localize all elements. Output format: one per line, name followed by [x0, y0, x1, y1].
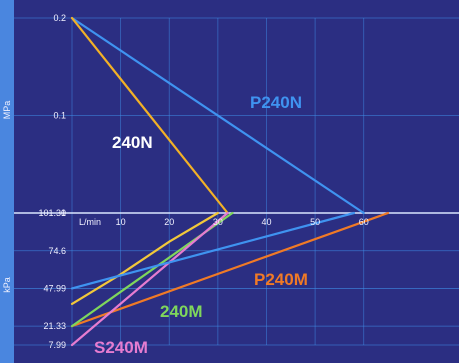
x-tick-label: 60: [359, 217, 369, 227]
y-tick-label: 101.31: [38, 208, 66, 218]
x-tick-label: 40: [261, 217, 271, 227]
y-tick-label: 0.2: [53, 13, 66, 23]
y-axis-strip: [0, 0, 14, 363]
series-label-240n: 240N: [112, 133, 153, 152]
series-label-240m: 240M: [160, 302, 203, 321]
series-label-s240m: S240M: [94, 338, 148, 357]
x-tick-label: 30: [213, 217, 223, 227]
y-tick-label: 47.99: [43, 283, 66, 293]
x-unit-label: L/min: [79, 217, 101, 227]
x-tick-label: 10: [116, 217, 126, 227]
y-tick-label: 7.99: [48, 340, 66, 350]
series-label-p240m: P240M: [254, 270, 308, 289]
x-tick-label: 20: [164, 217, 174, 227]
series-label-p240n: P240N: [250, 93, 302, 112]
x-tick-label: 50: [310, 217, 320, 227]
y-tick-label: 74.6: [48, 246, 66, 256]
y-tick-label: 0.1: [53, 111, 66, 121]
bottom-y-unit: kPa: [2, 277, 12, 293]
top-y-unit: MPa: [2, 101, 12, 120]
y-tick-label: 21.33: [43, 321, 66, 331]
